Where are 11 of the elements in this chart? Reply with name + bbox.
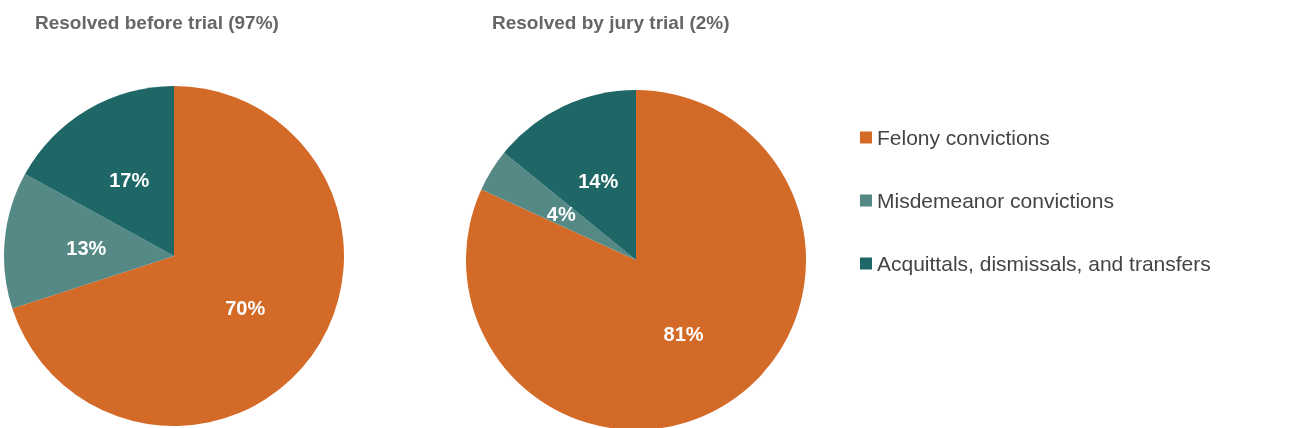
data-label: 4% (546, 202, 576, 225)
legend-label: Misdemeanor convictions (877, 189, 1114, 212)
chart-title: Resolved before trial (97%) (35, 12, 279, 33)
legend-label: Acquittals, dismissals, and transfers (877, 252, 1211, 275)
chart-title: Resolved by jury trial (2%) (492, 12, 730, 33)
data-label: 13% (66, 236, 107, 259)
data-label: 70% (225, 296, 266, 319)
data-label: 81% (663, 323, 704, 346)
legend-label: Felony convictions (877, 126, 1050, 149)
data-label: 14% (578, 169, 619, 192)
data-label: 17% (109, 169, 150, 192)
